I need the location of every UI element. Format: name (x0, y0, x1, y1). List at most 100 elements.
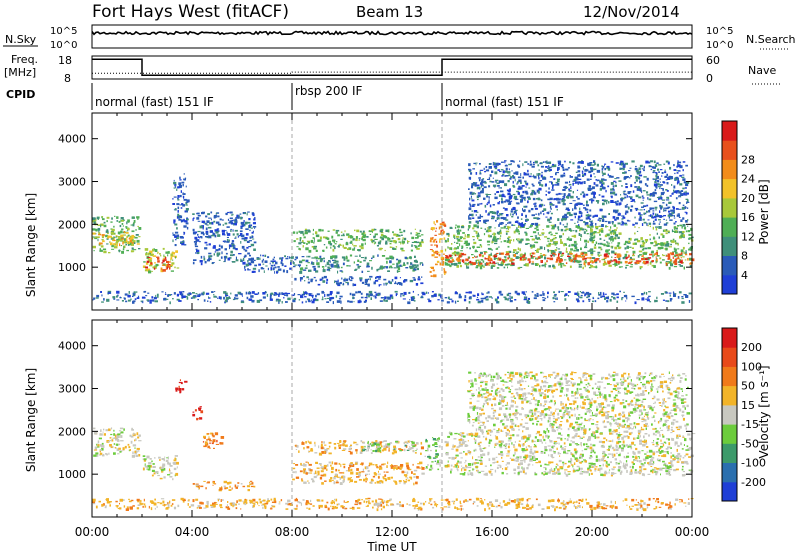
scatter-cell (365, 299, 367, 302)
scatter-cell (138, 248, 141, 250)
scatter-cell (146, 455, 150, 459)
scatter-cell (99, 449, 102, 451)
beam-label: Beam 13 (356, 3, 423, 21)
scatter-cell (261, 260, 264, 263)
scatter-cell (641, 195, 644, 197)
scatter-cell (311, 300, 315, 304)
scatter-cell (206, 224, 209, 226)
scatter-cell (235, 259, 239, 262)
scatter-cell (414, 266, 418, 269)
scatter-cell (487, 201, 490, 204)
scatter-cell (578, 266, 582, 268)
scatter-cell (172, 234, 176, 236)
scatter-cell (206, 439, 209, 441)
scatter-cell (479, 203, 483, 205)
scatter-cell (157, 260, 160, 263)
scatter-cell (143, 266, 146, 268)
scatter-cell (551, 165, 555, 168)
scatter-cell (528, 226, 532, 228)
scatter-cell (208, 252, 212, 255)
scatter-cell (161, 291, 164, 293)
scatter-cell (95, 236, 97, 238)
scatter-cell (624, 260, 628, 264)
scatter-cell (116, 220, 119, 222)
scatter-cell (399, 282, 402, 286)
scatter-cell (524, 223, 526, 225)
scatter-cell (605, 244, 609, 247)
scatter-cell (592, 215, 596, 217)
scatter-cell (503, 259, 506, 262)
scatter-cell (535, 224, 539, 228)
scatter-cell (396, 270, 399, 273)
scatter-cell (603, 199, 607, 203)
scatter-cell (159, 459, 161, 461)
scatter-cell (497, 296, 499, 299)
scatter-cell (396, 258, 399, 261)
scatter-cell (359, 265, 362, 267)
scatter-cell (652, 254, 654, 258)
scatter-cell (305, 247, 309, 251)
scatter-cell (481, 188, 484, 191)
scatter-cell (161, 465, 164, 468)
scatter-cell (121, 223, 124, 225)
scatter-cell (337, 246, 339, 248)
scatter-cell (431, 467, 434, 470)
scatter-cell (620, 160, 622, 164)
scatter-cell (479, 169, 484, 171)
scatter-cell (642, 242, 646, 245)
scatter-cell (319, 477, 323, 480)
scatter-cell (581, 292, 585, 294)
scatter-cell (179, 292, 183, 296)
scatter-cell (434, 234, 437, 236)
scatter-cell (467, 234, 470, 237)
scatter-cell (652, 222, 656, 225)
scatter-cell (569, 251, 572, 254)
scatter-cell (451, 252, 455, 255)
scatter-cell (200, 485, 204, 488)
scatter-cell (483, 197, 486, 200)
scatter-cell (213, 253, 215, 256)
scatter-cell (622, 163, 626, 167)
scatter-cell (350, 462, 353, 464)
colorbar-swatch (722, 217, 737, 237)
scatter-cell (293, 240, 296, 243)
scatter-cell (547, 249, 549, 251)
scatter-cell (680, 259, 683, 261)
scatter-cell (656, 296, 658, 300)
scatter-cell (583, 260, 585, 264)
scatter-cell (330, 470, 334, 474)
scatter-cell (577, 255, 581, 258)
scatter-cell (304, 231, 308, 235)
scatter-cell (431, 266, 434, 269)
scatter-cell (295, 256, 298, 259)
scatter-cell (108, 428, 111, 432)
scatter-cell (537, 263, 539, 266)
scatter-cell (439, 238, 442, 240)
scatter-cell (630, 205, 634, 208)
scatter-cell (235, 248, 238, 251)
scatter-cell (617, 260, 621, 264)
scatter-cell (360, 246, 364, 250)
scatter-cell (448, 247, 451, 249)
scatter-cell (539, 238, 541, 241)
scatter-cell (601, 182, 605, 185)
scatter-cell (342, 244, 344, 248)
scatter-cell (601, 199, 605, 201)
scatter-cell (123, 245, 126, 249)
scatter-cell (336, 442, 340, 444)
scatter-cell (469, 197, 471, 201)
scatter-cell (391, 246, 393, 248)
scatter-cell (437, 438, 439, 441)
scatter-cell (674, 259, 677, 263)
scatter-cell (504, 175, 507, 177)
scatter-cell (600, 209, 603, 211)
scatter-cell (272, 267, 275, 271)
scatter-cell (375, 449, 378, 453)
scatter-cell (589, 220, 591, 222)
scatter-cell (113, 225, 115, 228)
scatter-cell (239, 213, 242, 215)
scatter-cell (459, 229, 462, 232)
scatter-cell (391, 476, 393, 479)
scatter-cell (619, 163, 621, 166)
scatter-cell (216, 212, 220, 214)
